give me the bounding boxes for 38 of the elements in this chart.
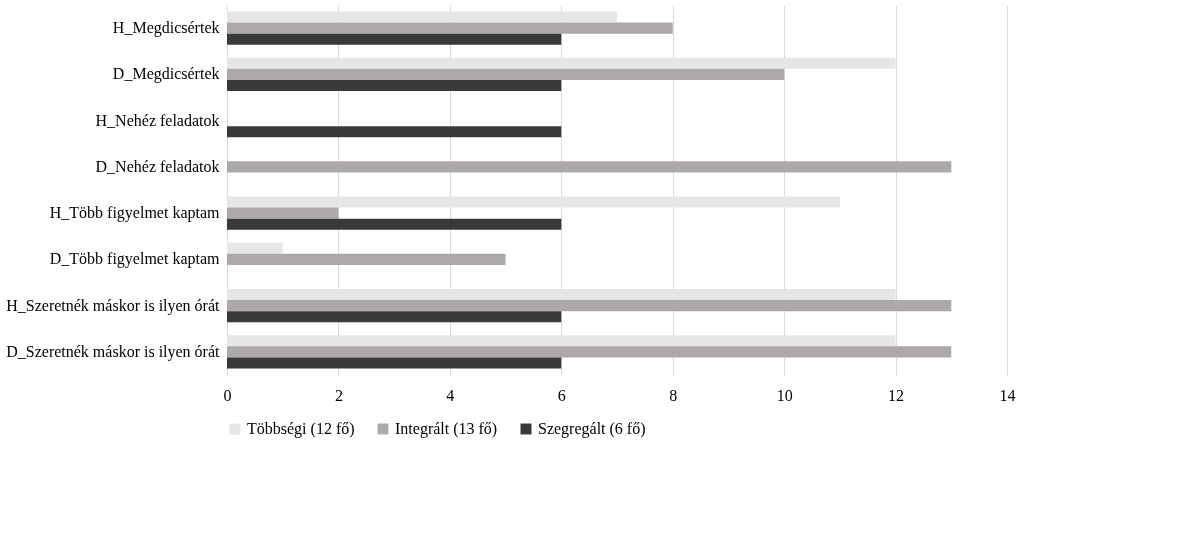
y-tick-label: H_Szeretnék máskor is ilyen órát <box>6 296 221 315</box>
bar <box>227 57 896 69</box>
y-tick-label: H_Több figyelmet kaptam <box>49 204 221 223</box>
bar <box>227 196 840 208</box>
bar <box>227 288 896 301</box>
x-tick-label: 12 <box>888 386 905 404</box>
y-tick-label: D_Több figyelmet kaptam <box>49 250 221 269</box>
y-tick-label: D_Megdicsértek <box>112 65 220 84</box>
bar <box>227 300 952 312</box>
legend-label: Többségi (12 fő) <box>247 420 355 438</box>
y-tick-label: D_Nehéz feladatok <box>95 157 220 175</box>
x-tick-label: 6 <box>557 386 566 404</box>
bar <box>227 335 896 347</box>
x-tick-label: 8 <box>669 386 678 404</box>
bar <box>227 311 562 323</box>
bar <box>227 22 673 34</box>
x-tick-label: 0 <box>223 386 232 404</box>
y-tick-label: H_Nehéz feladatok <box>95 111 220 129</box>
x-tick-label: 10 <box>776 386 793 404</box>
bar <box>227 242 283 254</box>
legend-label: Integrált (13 fő) <box>395 420 498 438</box>
x-tick-label: 14 <box>999 386 1016 404</box>
y-tick-label: H_Megdicsértek <box>112 19 220 38</box>
x-tick-label: 2 <box>334 386 343 404</box>
x-tick-label: 4 <box>446 386 455 404</box>
bar <box>227 346 952 358</box>
bar <box>227 207 339 219</box>
bar <box>227 218 562 230</box>
y-tick-label: D_Szeretnék máskor is ilyen órát <box>6 342 221 361</box>
bar <box>227 161 952 173</box>
bar <box>227 357 562 369</box>
bar <box>227 68 785 80</box>
bar <box>227 11 617 23</box>
legend-label: Szegregált (6 fő) <box>538 420 646 438</box>
bar <box>227 126 562 138</box>
bar <box>227 79 562 92</box>
bar <box>227 253 506 265</box>
bar <box>227 33 562 45</box>
